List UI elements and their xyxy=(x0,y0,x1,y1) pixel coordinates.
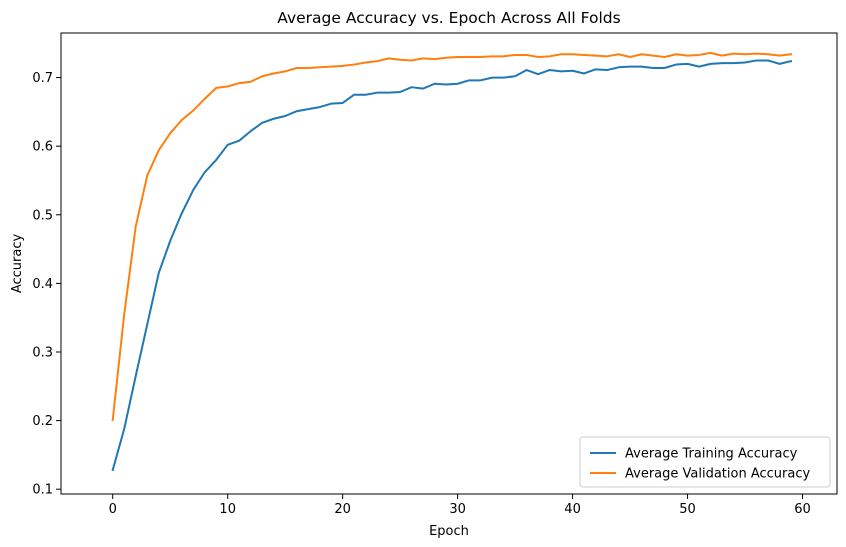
y-axis: 0.1 0.2 0.3 0.4 0.5 0.6 0.7 xyxy=(32,71,61,498)
x-tick-label: 20 xyxy=(334,502,351,517)
series-line-training xyxy=(111,59,793,472)
legend-label: Average Validation Accuracy xyxy=(625,467,810,482)
series-lines xyxy=(111,51,793,472)
plot-frame xyxy=(60,32,838,495)
x-axis: 0 10 20 30 40 50 60 xyxy=(109,494,811,517)
x-tick-label: 60 xyxy=(794,502,811,517)
legend-box xyxy=(579,436,831,488)
y-tick-label: 0.7 xyxy=(32,71,53,86)
y-tick-label: 0.2 xyxy=(32,414,53,429)
y-tick-label: 0.5 xyxy=(32,208,53,223)
y-tick-label: 0.6 xyxy=(32,140,53,155)
legend-label: Average Training Accuracy xyxy=(625,447,798,462)
y-axis-title: Accuracy xyxy=(10,234,25,294)
x-tick-label: 10 xyxy=(219,502,236,517)
x-tick-label: 40 xyxy=(564,502,581,517)
y-tick-label: 0.1 xyxy=(32,483,53,498)
y-tick-label: 0.4 xyxy=(32,277,53,292)
x-tick-label: 50 xyxy=(679,502,696,517)
chart-title: Average Accuracy vs. Epoch Across All Fo… xyxy=(277,9,620,27)
y-tick-label: 0.3 xyxy=(32,345,53,360)
series-line-validation xyxy=(111,51,793,422)
legend: Average Training Accuracy Average Validat… xyxy=(579,436,831,488)
x-tick-label: 30 xyxy=(449,502,466,517)
x-tick-label: 0 xyxy=(109,502,117,517)
x-axis-title: Epoch xyxy=(429,524,469,539)
